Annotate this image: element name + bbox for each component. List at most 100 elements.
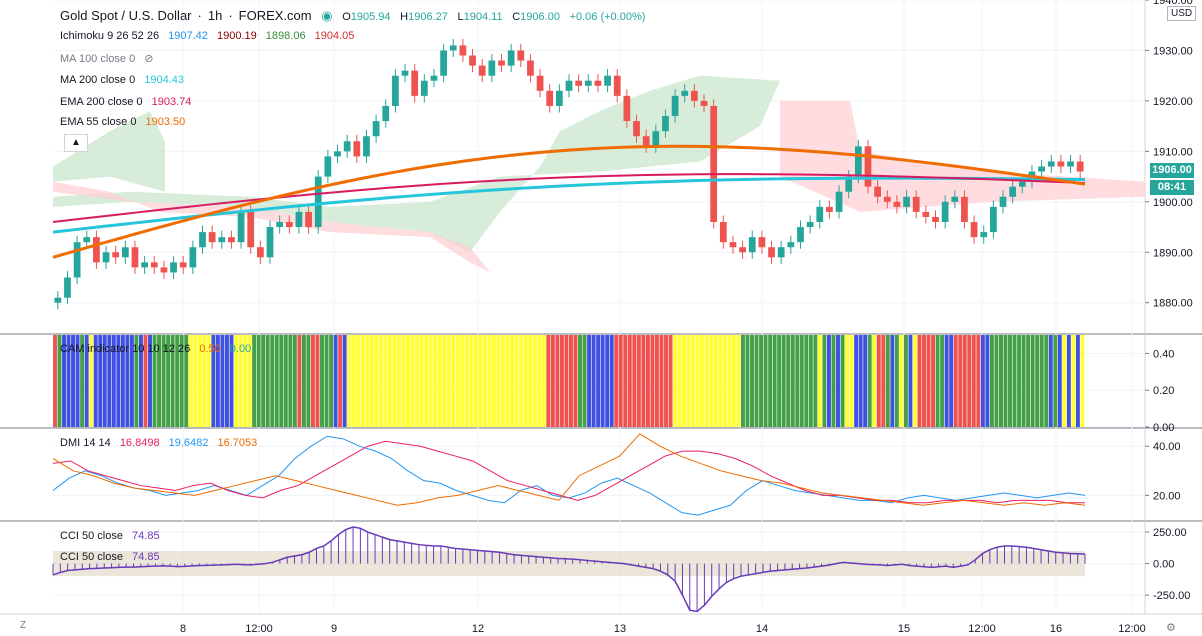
cam-bar (645, 335, 650, 427)
ma200-legend[interactable]: MA 200 close 0 1904.43 (60, 74, 190, 86)
cam-bar (347, 335, 352, 427)
ichimoku-value-3: 1898.06 (265, 30, 306, 42)
ema200-legend[interactable]: EMA 200 close 0 1903.74 (60, 96, 197, 108)
ema55-legend[interactable]: EMA 55 close 0 1903.50 (60, 116, 191, 128)
cam-bar (718, 335, 723, 427)
dmi-legend[interactable]: DMI 14 14 16.8498 19.6482 16.7053 (60, 437, 263, 449)
candle-body (623, 95, 631, 122)
cci-name: CCI 50 close (60, 530, 123, 542)
cam-bar (863, 335, 868, 427)
interval-label: 1h (207, 8, 223, 23)
candle-body (748, 237, 756, 253)
cam-bar (120, 335, 125, 427)
ichimoku-value-1: 1907.42 (168, 30, 208, 42)
cam-bar (600, 335, 605, 427)
cam-bar (57, 335, 62, 427)
cam-bar (75, 335, 80, 427)
cam-bar (415, 335, 420, 427)
cam-bar (1075, 335, 1080, 427)
cam-bar (84, 335, 89, 427)
candle-body (469, 55, 476, 66)
candle-body (536, 75, 544, 91)
cam-bar (478, 335, 483, 427)
cam-bar (401, 335, 406, 427)
kumo-bearish (53, 181, 490, 273)
cam-bar (288, 335, 293, 427)
candle-body (642, 136, 650, 147)
ma100-legend[interactable]: MA 100 close 0 ⊘ (60, 52, 160, 65)
candle-body (517, 50, 525, 61)
ichimoku-legend[interactable]: Ichimoku 9 26 52 26 1907.42 1900.19 1898… (60, 30, 360, 42)
cam-bar (741, 335, 745, 427)
cam-bar (763, 335, 768, 427)
cam-bar (89, 335, 94, 427)
kumo-bearish (780, 100, 1145, 212)
dmi-axis-label: 20.00 (1153, 490, 1181, 502)
ichimoku-name: Ichimoku 9 26 52 26 (60, 30, 160, 42)
low-label: L (457, 11, 464, 23)
cam-bar (455, 335, 460, 427)
settings-gear-icon[interactable]: ⚙ (1166, 622, 1176, 634)
candle-body (1038, 166, 1045, 172)
cam-bar (116, 335, 121, 427)
hidden-eye-icon[interactable]: ⊘ (144, 53, 154, 65)
cam-bar (387, 335, 392, 427)
candle-body (710, 105, 718, 222)
cam-bar (650, 335, 655, 427)
cam-bar (980, 335, 985, 427)
cam-bar (238, 335, 243, 427)
candle-body (584, 80, 592, 86)
candle-body (613, 75, 621, 96)
cam-bar (247, 335, 252, 427)
open-label: O (342, 11, 351, 23)
cam-bar (727, 335, 732, 427)
cam-bar (134, 335, 139, 427)
cam-bar (799, 335, 804, 427)
candle-body (739, 247, 746, 253)
cam-bar (229, 335, 234, 427)
candle-body (1057, 161, 1065, 167)
candle-body (604, 75, 611, 86)
cam-bar (944, 335, 949, 427)
open-value: 1905.94 (350, 11, 391, 23)
cam-bar (501, 335, 506, 427)
cam-bar (958, 335, 963, 427)
timezone-icon[interactable]: Z (20, 620, 27, 631)
cam-bar (107, 335, 112, 427)
cci-legend[interactable]: CCI 50 close 74.85 (60, 530, 166, 542)
candle-body (334, 151, 341, 157)
cam-bar (1030, 335, 1035, 427)
cam-bar (252, 335, 257, 427)
candle-body (208, 232, 216, 243)
collapse-legend-button[interactable]: ▲ (64, 134, 88, 152)
cam-bar (1057, 335, 1062, 427)
cam-bar (270, 335, 275, 427)
cci-legend-2[interactable]: CCI 50 close 74.85 (60, 551, 166, 563)
change-value: +0.06 (+0.00%) (569, 11, 646, 23)
ema55-line (52, 144, 1086, 259)
cam-bar (188, 335, 193, 427)
price-axis-label: 1910.00 (1153, 146, 1193, 158)
cam-legend[interactable]: CAM indicator 10 10 12 26 0.50 0.00 (60, 343, 257, 355)
cam-bar (817, 335, 822, 427)
cam-bar (424, 335, 429, 427)
candle-body (806, 222, 814, 228)
cam-bar (709, 335, 714, 427)
close-value: 1906.00 (520, 11, 560, 23)
cam-bar (962, 335, 967, 427)
currency-button[interactable]: USD (1167, 6, 1197, 21)
cci-axis-label: -250.00 (1153, 590, 1190, 602)
cam-bar (935, 335, 940, 427)
cam-bar (894, 335, 899, 427)
cam-bar (578, 335, 582, 427)
cam-bar (1039, 335, 1044, 427)
cam-bar (885, 335, 890, 427)
cam-bar (786, 335, 791, 427)
candle-body (112, 252, 120, 258)
cam-bar (609, 335, 614, 427)
candle-body (883, 196, 891, 202)
time-axis-label: 16 (1050, 623, 1062, 635)
kumo-bullish (53, 111, 165, 192)
cam-bar (917, 335, 922, 427)
